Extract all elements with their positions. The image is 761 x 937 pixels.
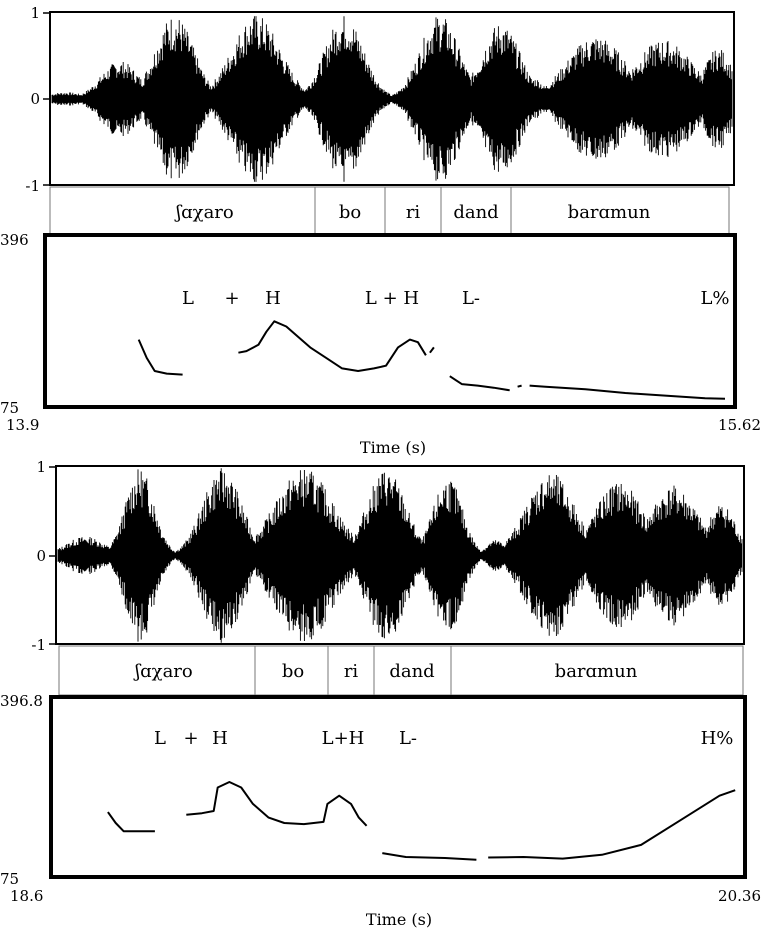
wave2-tick-top: 1 [36,458,46,476]
tone2-H: H [212,728,228,749]
pitch1-segment-2 [238,320,427,372]
seg2-label-5: barɑmun [555,661,638,682]
wave1-signal [51,16,733,182]
seg2-label-2: bo [282,661,304,682]
pitch-contour-2 [107,781,736,861]
wave1-tick-mid: 0 [30,90,40,108]
top-figure: 1 0 -1 ʃɑχaro bo ri dand barɑmun 396 75 … [0,4,761,457]
pitch1-ytick-max: 396 [0,231,29,249]
tone1-LH: L + H [365,288,419,309]
waveform-2 [57,468,743,643]
seg2-label-3: ri [344,661,359,682]
seg1-label-3: ri [406,202,421,223]
seg2-label-4: dand [389,661,434,682]
waveform-frame-2 [55,465,745,645]
seg1-label-5: barɑmun [568,202,651,223]
tone1-Lpercent: L% [700,288,729,309]
pitch1-segment-6 [529,384,726,400]
pitch-contour-1 [137,320,726,400]
pitch1-segment-4 [449,375,510,392]
pitch-frame-2 [49,695,747,879]
tone1-L: L [182,288,194,309]
pitch2-xtick-start: 18.6 [10,887,43,905]
pitch2-ytick-min: 75 [0,870,19,888]
seg1-label-2: bo [339,202,361,223]
pitch-frame-1 [43,233,737,409]
tone2-L: L [154,728,166,749]
pitch1-xtick-start: 13.9 [6,416,39,434]
wave2-tick-mid: 0 [36,547,46,565]
tone2-plus: + [183,728,198,749]
tone1-H: H [265,288,281,309]
pitch2-segment-2 [186,781,368,827]
wave2-signal [57,468,743,643]
pitch1-segment-3 [429,346,435,354]
pitch2-ytick-max: 396.8 [0,692,43,710]
pitch2-xlabel: Time (s) [366,910,432,929]
tone2-Lminus: L- [399,728,417,749]
pitch2-segment-4 [488,789,736,860]
seg2-label-1: ʃɑχaro [133,661,193,682]
pitch2-xtick-end: 20.36 [718,887,761,905]
pitch2-segment-3 [382,852,477,861]
pitch1-xlabel: Time (s) [360,438,426,457]
waveform-1 [51,16,733,182]
wave1-tick-bottom: -1 [25,177,40,195]
wave1-tick-top: 1 [30,4,40,22]
seg1-label-4: dand [453,202,498,223]
tone2-Hpercent: H% [701,728,734,749]
tone1-Lminus: L- [462,288,480,309]
tone2-LH: L+H [322,728,365,749]
pitch2-segment-1 [107,811,155,833]
pitch1-xtick-end: 15.62 [718,416,761,434]
pitch1-ytick-min: 75 [0,399,19,417]
seg1-label-1: ʃɑχaro [174,202,234,223]
pitch1-segment-5 [517,384,522,388]
wave2-tick-bottom: -1 [31,636,46,654]
pitch1-segment-1 [137,339,183,376]
bottom-figure: 1 0 -1 ʃɑχaro bo ri dand barɑmun 396.8 7… [0,458,761,929]
tone1-plus: + [224,288,239,309]
